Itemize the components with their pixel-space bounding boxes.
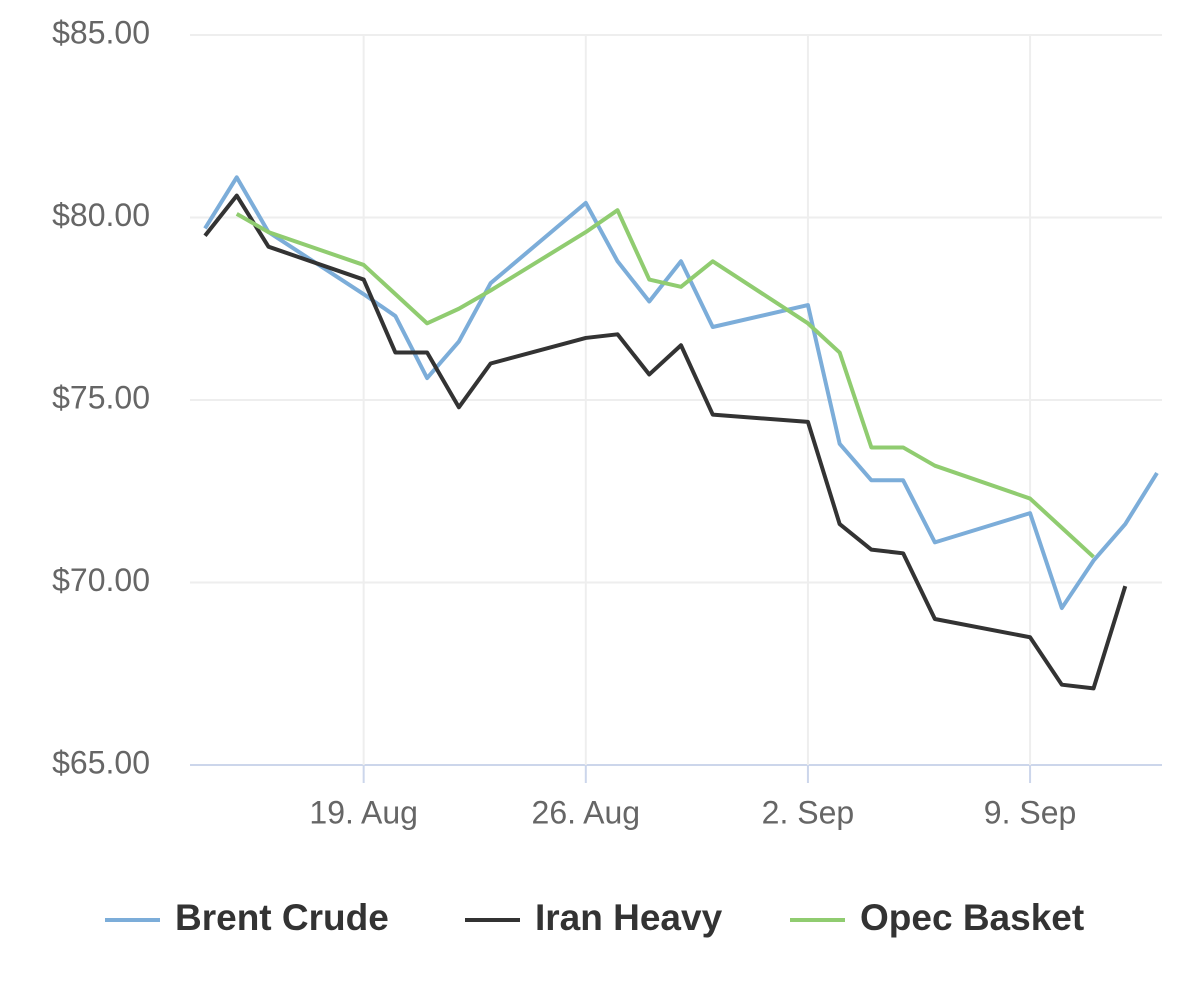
legend-label: Iran Heavy [535,897,723,938]
y-tick-label: $75.00 [52,379,150,415]
y-tick-label: $80.00 [52,197,150,233]
legend-label: Brent Crude [175,897,389,938]
y-tick-label: $85.00 [52,14,150,50]
x-tick-label: 9. Sep [984,794,1077,830]
x-tick-label: 26. Aug [532,794,641,830]
legend-label: Opec Basket [860,897,1084,938]
y-tick-label: $65.00 [52,744,150,780]
series-line [235,208,1095,559]
x-tick-label: 19. Aug [309,794,418,830]
series-line [203,175,1159,611]
x-tick-label: 2. Sep [762,794,855,830]
y-tick-label: $70.00 [52,562,150,598]
series-line [203,193,1128,691]
